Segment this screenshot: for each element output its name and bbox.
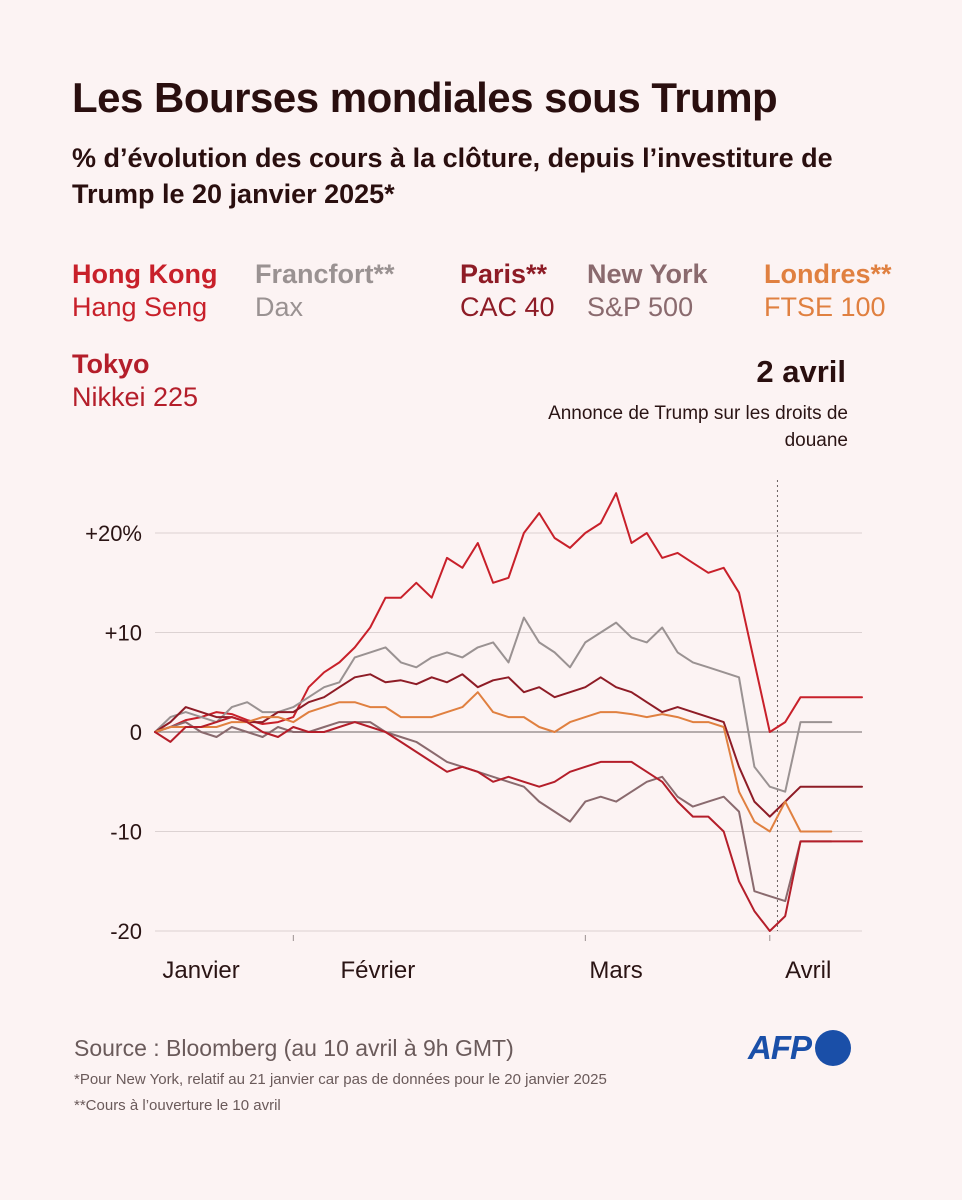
legend-item-londres: Londres** FTSE 100: [764, 258, 892, 324]
y-tick-label: +20%: [85, 521, 142, 546]
x-tick-label: Janvier: [162, 957, 239, 984]
series-line-tokyo: [154, 716, 863, 932]
legend-name: Francfort**: [255, 259, 395, 289]
legend-index: Nikkei 225: [72, 382, 199, 412]
afp-logo: AFP: [748, 1028, 851, 1068]
legend-index: FTSE 100: [764, 292, 886, 322]
series-line-paris: [154, 673, 863, 818]
legend-index: Hang Seng: [72, 292, 208, 322]
series-line-londres: [154, 691, 833, 833]
series-line-francfort: [154, 616, 833, 793]
legend-index: CAC 40: [460, 292, 555, 322]
line-chart: +20% +10 0 -10 -20 Janvier Février Mars Avril: [85, 480, 863, 984]
chart-title: Les Bourses mondiales sous Trump: [72, 74, 778, 121]
footnote-opening-price: **Cours à l’ouverture le 10 avril: [74, 1097, 281, 1114]
legend-name: Paris**: [460, 259, 548, 289]
x-tick-label: Avril: [785, 957, 831, 984]
legend-index: Dax: [255, 292, 304, 322]
y-tick-label: +10: [105, 621, 142, 646]
legend-name: New York: [587, 259, 708, 289]
footnote-new-york: *Pour New York, relatif au 21 janvier ca…: [74, 1071, 607, 1088]
source-note: Source : Bloomberg (au 10 avril à 9h GMT…: [74, 1035, 514, 1061]
legend-item-paris: Paris** CAC 40: [460, 258, 555, 324]
y-tick-label: -20: [110, 919, 142, 944]
legend-index: S&P 500: [587, 292, 694, 322]
legend-name: Hong Kong: [72, 259, 218, 289]
y-tick-label: -10: [110, 820, 142, 845]
afp-logo-text: AFP: [748, 1029, 812, 1066]
event-description: Annonce de Trump sur les droits de douan…: [548, 403, 848, 451]
series-line-hong-kong: [154, 492, 863, 733]
afp-logo-dot-icon: [815, 1030, 851, 1066]
event-date-label: 2 avril: [756, 354, 846, 389]
legend-name: Londres**: [764, 259, 892, 289]
x-tick-label: Mars: [589, 957, 642, 984]
x-tick-label: Février: [341, 957, 416, 984]
legend-item-hong-kong: Hong Kong Hang Seng: [72, 258, 217, 324]
y-tick-label: 0: [130, 720, 142, 745]
legend-item-francfort: Francfort** Dax: [255, 258, 395, 324]
legend-name: Tokyo: [72, 349, 150, 379]
chart-subtitle: % d’évolution des cours à la clôture, de…: [72, 143, 833, 209]
legend-item-tokyo: Tokyo Nikkei 225: [72, 348, 198, 414]
legend-item-new-york: New York S&P 500: [587, 258, 708, 324]
